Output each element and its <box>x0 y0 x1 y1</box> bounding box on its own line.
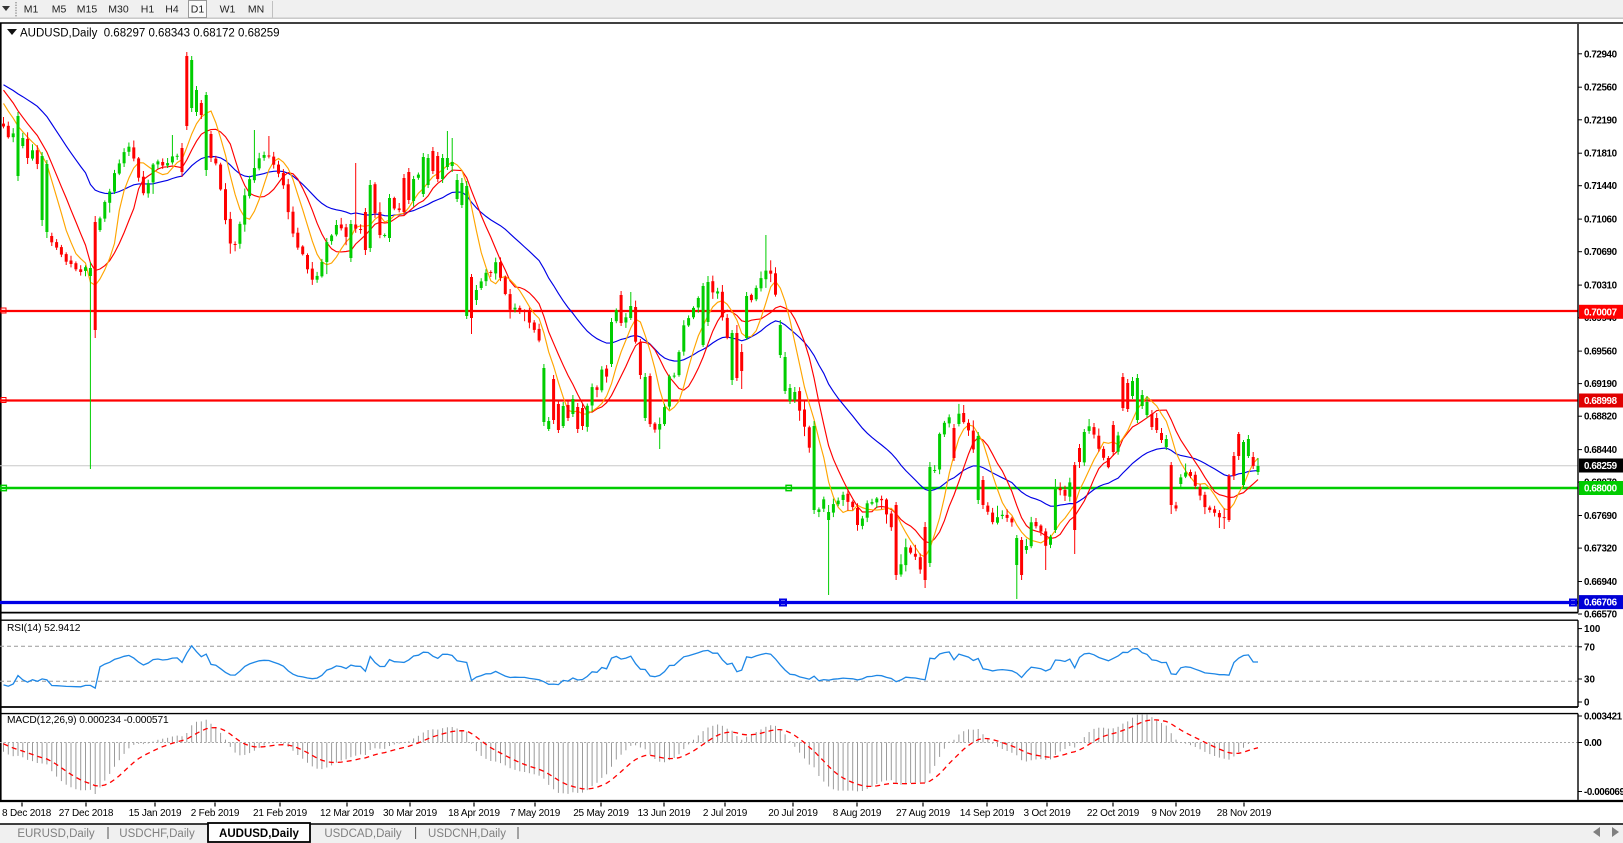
svg-text:20 Jul 2019: 20 Jul 2019 <box>768 808 818 819</box>
svg-text:0.72940: 0.72940 <box>1584 49 1618 60</box>
svg-text:0.71440: 0.71440 <box>1584 181 1618 192</box>
svg-text:15 Jan 2019: 15 Jan 2019 <box>129 808 182 819</box>
svg-text:100: 100 <box>1584 624 1601 635</box>
svg-text:USDCAD,Daily: USDCAD,Daily <box>324 828 402 840</box>
svg-text:USDCNH,Daily: USDCNH,Daily <box>428 828 506 840</box>
svg-text:EURUSD,Daily: EURUSD,Daily <box>17 828 95 840</box>
svg-text:M30: M30 <box>108 4 129 16</box>
svg-text:7 May 2019: 7 May 2019 <box>510 808 561 819</box>
svg-text:M1: M1 <box>24 4 39 16</box>
svg-text:22 Oct 2019: 22 Oct 2019 <box>1087 808 1140 819</box>
svg-text:0.69560: 0.69560 <box>1584 347 1618 358</box>
svg-text:14 Sep 2019: 14 Sep 2019 <box>960 808 1015 819</box>
svg-text:70: 70 <box>1584 642 1595 653</box>
svg-text:0.71810: 0.71810 <box>1584 149 1618 160</box>
svg-text:0.68259: 0.68259 <box>1584 461 1618 472</box>
svg-text:MN: MN <box>248 4 264 16</box>
svg-text:0.00: 0.00 <box>1584 738 1602 749</box>
svg-text:0: 0 <box>1584 698 1590 709</box>
svg-text:USDCHF,Daily: USDCHF,Daily <box>119 828 195 840</box>
svg-text:30: 30 <box>1584 675 1595 686</box>
svg-text:28 Nov 2019: 28 Nov 2019 <box>1217 808 1272 819</box>
svg-text:D1: D1 <box>191 4 205 16</box>
svg-text:-0.006069: -0.006069 <box>1584 787 1623 798</box>
svg-text:30 Mar 2019: 30 Mar 2019 <box>383 808 438 819</box>
svg-text:0.69190: 0.69190 <box>1584 379 1618 390</box>
svg-text:0.66570: 0.66570 <box>1584 610 1618 621</box>
svg-text:M15: M15 <box>77 4 98 16</box>
svg-text:0.68998: 0.68998 <box>1584 396 1618 407</box>
svg-text:0.003421: 0.003421 <box>1584 712 1623 723</box>
svg-text:0.70007: 0.70007 <box>1584 307 1618 318</box>
svg-text:9 Nov 2019: 9 Nov 2019 <box>1151 808 1201 819</box>
svg-text:8 Aug 2019: 8 Aug 2019 <box>833 808 882 819</box>
svg-text:2 Jul 2019: 2 Jul 2019 <box>703 808 748 819</box>
svg-text:0.71060: 0.71060 <box>1584 215 1618 226</box>
svg-text:25 May 2019: 25 May 2019 <box>573 808 629 819</box>
svg-text:0.68820: 0.68820 <box>1584 412 1618 423</box>
svg-text:27 Dec 2018: 27 Dec 2018 <box>59 808 114 819</box>
svg-text:MACD(12,26,9) 0.000234 -0.0005: MACD(12,26,9) 0.000234 -0.000571 <box>7 715 169 726</box>
svg-text:0.70310: 0.70310 <box>1584 281 1618 292</box>
svg-text:0.68440: 0.68440 <box>1584 445 1618 456</box>
svg-text:0.70690: 0.70690 <box>1584 247 1618 258</box>
svg-text:0.66706: 0.66706 <box>1584 598 1618 609</box>
svg-text:H4: H4 <box>165 4 179 16</box>
svg-text:AUDUSD,Daily: AUDUSD,Daily <box>219 828 299 840</box>
svg-text:0.67320: 0.67320 <box>1584 544 1618 555</box>
svg-text:3 Oct 2019: 3 Oct 2019 <box>1024 808 1072 819</box>
svg-text:0.66940: 0.66940 <box>1584 577 1618 588</box>
svg-text:M5: M5 <box>52 4 67 16</box>
svg-text:W1: W1 <box>220 4 236 16</box>
svg-text:0.72190: 0.72190 <box>1584 115 1618 126</box>
svg-text:13 Jun 2019: 13 Jun 2019 <box>638 808 691 819</box>
svg-text:27 Aug 2019: 27 Aug 2019 <box>896 808 951 819</box>
svg-text:RSI(14) 52.9412: RSI(14) 52.9412 <box>7 623 81 634</box>
svg-text:8 Dec 2018: 8 Dec 2018 <box>2 808 52 819</box>
svg-text:0.72560: 0.72560 <box>1584 83 1618 94</box>
svg-text:0.68000: 0.68000 <box>1584 484 1618 495</box>
svg-text:12 Mar 2019: 12 Mar 2019 <box>320 808 375 819</box>
svg-text:18 Apr 2019: 18 Apr 2019 <box>448 808 500 819</box>
svg-text:0.67690: 0.67690 <box>1584 511 1618 522</box>
svg-text:H1: H1 <box>141 4 155 16</box>
svg-text:2 Feb 2019: 2 Feb 2019 <box>191 808 240 819</box>
svg-text:AUDUSD,Daily 0.68297 0.68343: AUDUSD,Daily 0.68297 0.68343 0.68172 0.6… <box>20 28 280 40</box>
svg-text:21 Feb 2019: 21 Feb 2019 <box>253 808 308 819</box>
